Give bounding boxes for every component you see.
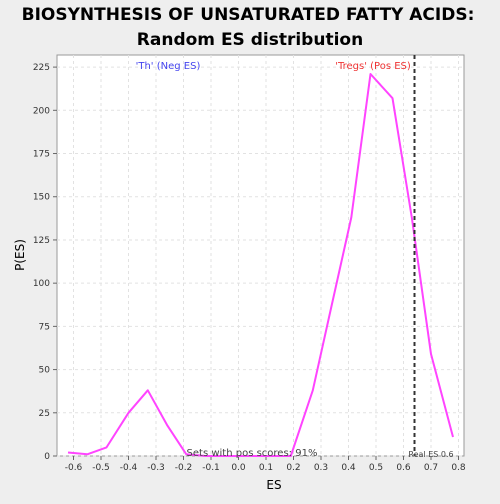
x-tick-label: -0.2 bbox=[175, 463, 193, 473]
y-tick-label: 125 bbox=[33, 236, 50, 246]
pos-es-label: 'Tregs' (Pos ES) bbox=[335, 61, 411, 72]
x-tick-label: -0.6 bbox=[65, 463, 83, 473]
y-tick-label: 225 bbox=[33, 63, 50, 73]
plot-area bbox=[56, 54, 465, 457]
y-tick-label: 200 bbox=[33, 106, 50, 116]
series-line bbox=[67, 73, 454, 457]
x-tick-label: 0.6 bbox=[396, 463, 411, 473]
x-tick-label: -0.3 bbox=[147, 463, 165, 473]
y-tick-label: 50 bbox=[39, 366, 51, 376]
x-axis-label: ES bbox=[266, 478, 281, 492]
axis-ticks: -0.6 -0.5 -0.4 -0.3 -0.2 -0.1 0.0 0.1 0.2 0.3 0.4 0… bbox=[33, 63, 466, 473]
x-tick-label: 0.3 bbox=[314, 463, 328, 473]
y-tick-label: 75 bbox=[39, 322, 50, 332]
chart-title-line-1: BIOSYNTHESIS OF UNSATURATED FATTY ACIDS: bbox=[22, 5, 475, 25]
grid bbox=[57, 55, 464, 457]
series-layer bbox=[67, 73, 454, 457]
chart-title-line-2: Random ES distribution bbox=[137, 30, 363, 50]
x-tick-label: -0.4 bbox=[120, 463, 138, 473]
x-tick-label: -0.5 bbox=[92, 463, 110, 473]
sets-pos-scores-label: Sets with pos scores: 91% bbox=[187, 448, 318, 459]
real-es-label: Real ES 0.6 bbox=[408, 450, 453, 459]
y-tick-label: 175 bbox=[33, 150, 50, 160]
x-tick-label: 0.1 bbox=[259, 463, 273, 473]
x-tick-label: 0.5 bbox=[369, 463, 383, 473]
x-tick-label: -0.1 bbox=[202, 463, 220, 473]
x-tick-label: 0.2 bbox=[286, 463, 300, 473]
y-tick-label: 100 bbox=[33, 279, 50, 289]
x-tick-label: 0.4 bbox=[341, 463, 356, 473]
y-axis-label: P(ES) bbox=[13, 239, 27, 271]
y-tick-label: 0 bbox=[44, 452, 50, 462]
y-tick-label: 150 bbox=[33, 193, 50, 203]
x-tick-label: 0.7 bbox=[424, 463, 438, 473]
neg-es-label: 'Th' (Neg ES) bbox=[136, 61, 201, 72]
x-tick-label: 0.8 bbox=[451, 463, 466, 473]
x-tick-label: 0.0 bbox=[231, 463, 246, 473]
y-tick-label: 25 bbox=[39, 409, 50, 419]
